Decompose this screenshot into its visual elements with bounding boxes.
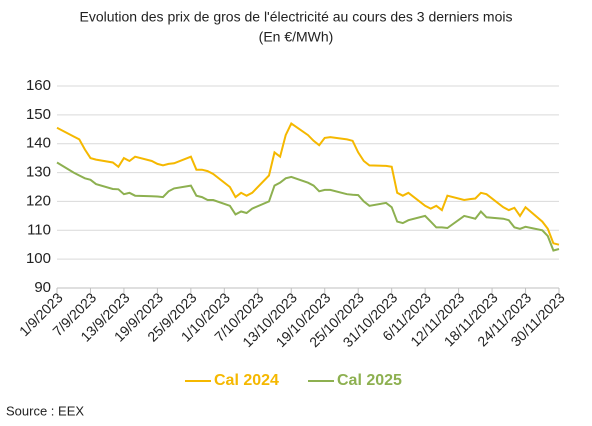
y-tick-label: 140: [26, 135, 51, 152]
chart-subtitle: (En €/MWh): [259, 29, 334, 45]
chart-title: Evolution des prix de gros de l'électric…: [80, 9, 513, 25]
y-tick-label: 130: [26, 164, 51, 181]
series-line: [56, 161, 560, 252]
y-tick-label: 120: [26, 192, 51, 209]
legend-label: Cal 2024: [214, 372, 279, 389]
y-tick-label: 90: [34, 279, 51, 296]
y-tick-label: 100: [26, 250, 51, 267]
legend-label: Cal 2025: [337, 372, 402, 389]
series-line: [56, 122, 560, 246]
y-tick-label: 160: [26, 77, 51, 94]
y-tick-label: 110: [27, 221, 51, 238]
y-tick-label: 150: [26, 106, 51, 123]
source-note: Source : EEX: [6, 403, 84, 418]
